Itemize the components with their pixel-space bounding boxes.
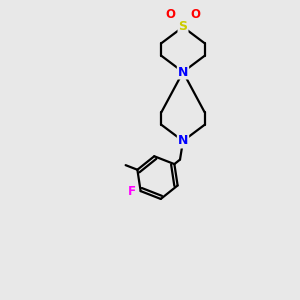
Text: S: S — [178, 20, 188, 34]
Text: O: O — [190, 8, 201, 22]
Text: F: F — [128, 184, 136, 198]
Text: O: O — [165, 8, 176, 22]
Text: N: N — [178, 134, 188, 148]
Text: N: N — [178, 65, 188, 79]
